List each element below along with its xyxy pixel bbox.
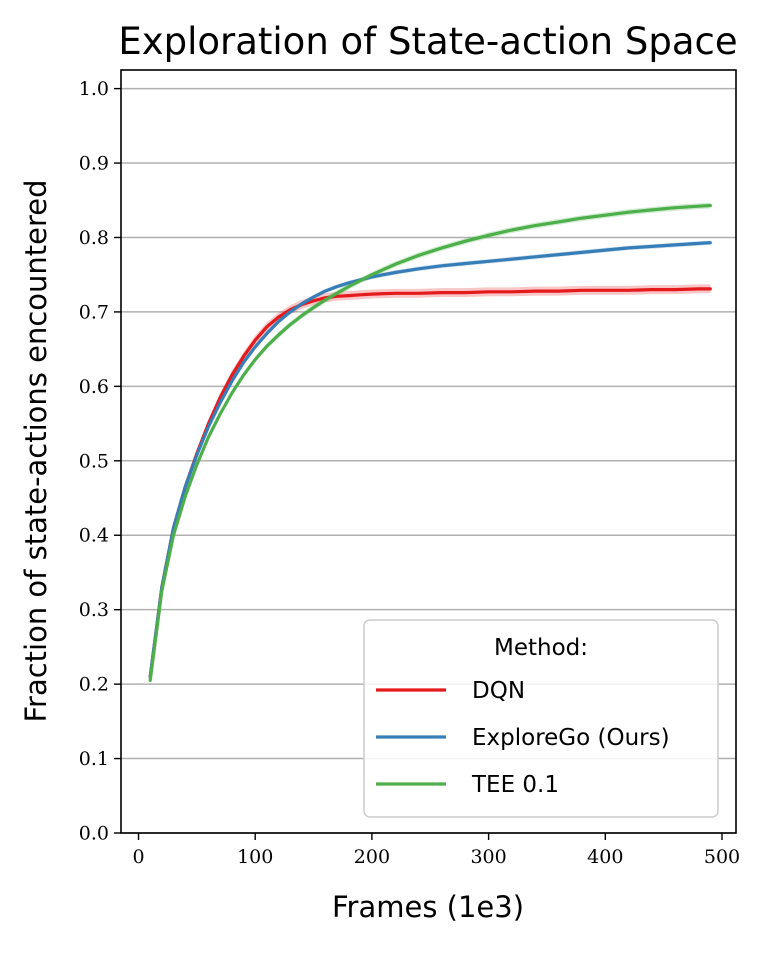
legend-label-explorego-ours: ExploreGo (Ours) (472, 725, 670, 751)
band-explorego-ours (150, 240, 711, 679)
y-tick-label: 0.8 (79, 227, 109, 249)
series-line-tee-0-1 (148, 203, 712, 683)
y-tick-label: 1.0 (79, 78, 109, 100)
chart-title: Exploration of State-action Space (118, 20, 737, 63)
legend-title: Method: (494, 635, 588, 661)
y-tick-label: 0.2 (79, 674, 109, 696)
legend-label-dqn: DQN (472, 678, 525, 704)
x-tick-label: 200 (354, 846, 390, 868)
confidence-bands (150, 202, 711, 684)
y-tick-label: 0.7 (79, 301, 109, 323)
x-axis-label: Frames (1e3) (332, 890, 524, 924)
legend-items: DQN ExploreGo (Ours) TEE 0.1 (376, 678, 670, 798)
x-tick-label: 100 (237, 846, 273, 868)
y-tick-label: 0.6 (79, 376, 109, 398)
series-lines (148, 203, 712, 683)
y-tick-label: 0.3 (79, 599, 109, 621)
y-axis-ticks: 0.0 0.1 0.2 0.3 0.4 0.5 0.6 0.7 0.8 0.9 1.0 (79, 78, 121, 845)
legend: Method: DQN ExploreGo (Ours) TEE 0.1 (363, 619, 719, 818)
band-tee-0-1 (150, 202, 711, 684)
x-tick-label: 500 (704, 846, 740, 868)
x-tick-label: 300 (470, 846, 506, 868)
y-tick-label: 0.4 (79, 525, 109, 547)
series-line-explorego-ours (148, 241, 712, 679)
x-tick-label: 400 (587, 846, 623, 868)
y-tick-label: 0.5 (79, 450, 109, 472)
y-tick-label: 0.1 (79, 748, 109, 770)
legend-label-tee-0-1: TEE 0.1 (471, 772, 559, 798)
series-line-dqn (148, 287, 712, 679)
y-tick-label: 0.9 (79, 153, 109, 175)
y-axis-label: Fraction of state-actions encountered (19, 179, 53, 722)
x-tick-label: 0 (132, 846, 144, 868)
legend-box (363, 619, 719, 818)
grid-lines (121, 87, 736, 834)
x-axis-ticks: 0 100 200 300 400 500 (132, 833, 740, 868)
plot-frame (120, 69, 737, 834)
y-tick-label: 0.0 (79, 823, 109, 845)
